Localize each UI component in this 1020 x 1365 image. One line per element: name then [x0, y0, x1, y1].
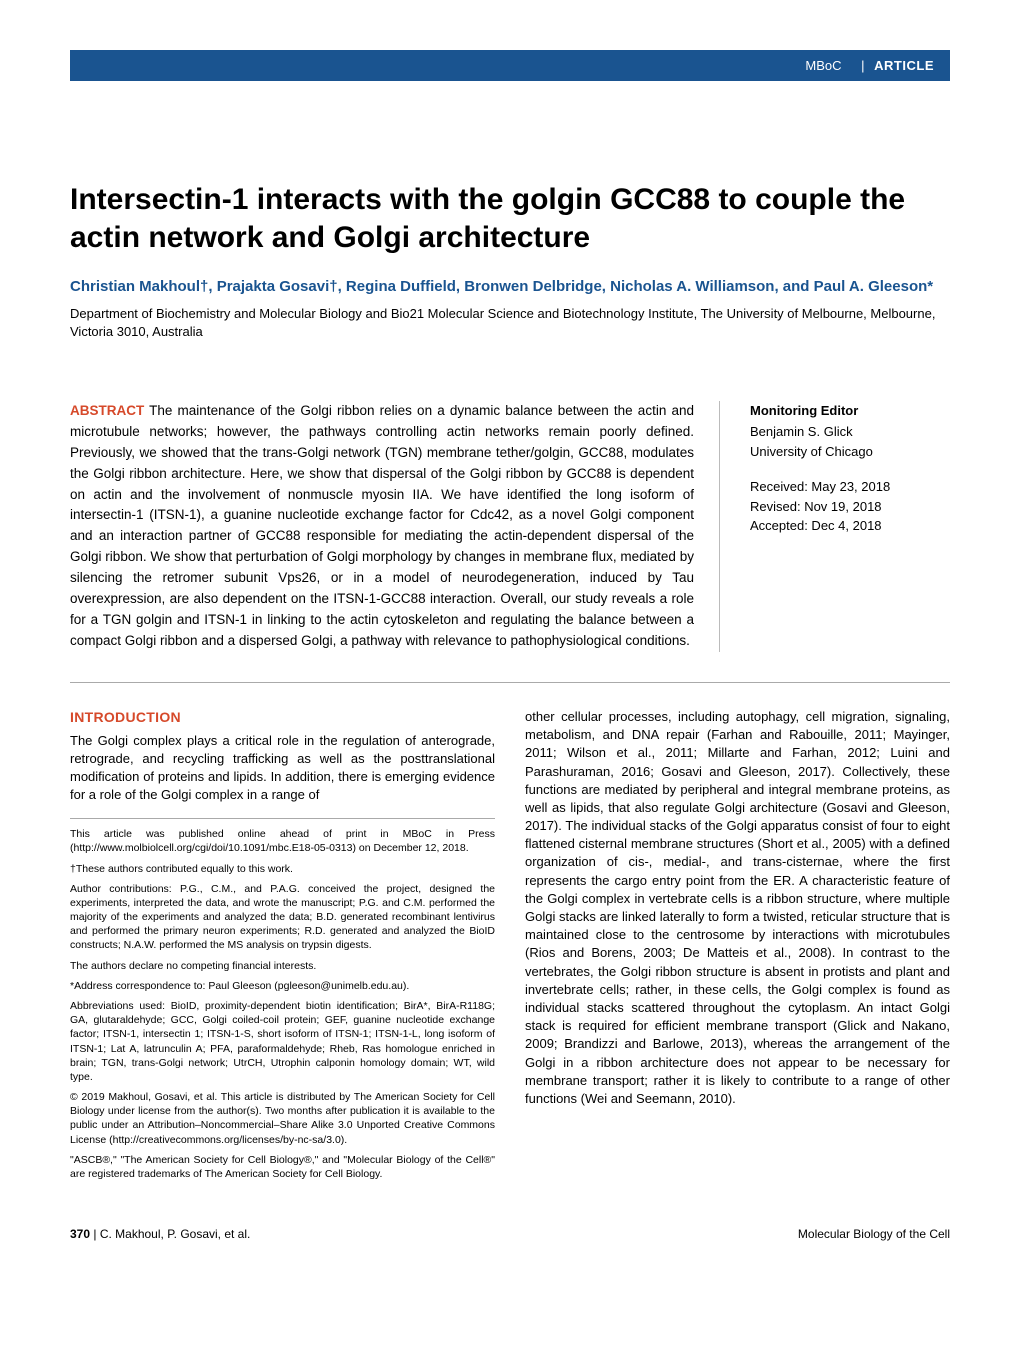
page-number: 370	[70, 1227, 90, 1241]
section-divider	[70, 682, 950, 683]
date-received: Received: May 23, 2018	[750, 477, 950, 497]
footnote-author-contrib: Author contributions: P.G., C.M., and P.…	[70, 882, 495, 953]
date-accepted: Accepted: Dec 4, 2018	[750, 516, 950, 536]
intro-paragraph-right: other cellular processes, including auto…	[525, 708, 950, 1108]
article-title: Intersectin-1 interacts with the golgin …	[70, 181, 950, 256]
editor-affiliation: University of Chicago	[750, 442, 950, 462]
footnote-publication: This article was published online ahead …	[70, 827, 495, 855]
footnote-trademarks: "ASCB®," "The American Society for Cell …	[70, 1153, 495, 1181]
abstract-label: ABSTRACT	[70, 403, 144, 418]
affiliation: Department of Biochemistry and Molecular…	[70, 305, 950, 341]
column-left: INTRODUCTION The Golgi complex plays a c…	[70, 708, 495, 1187]
journal-banner: MBoC | ARTICLE	[70, 50, 950, 81]
footnotes-block: This article was published online ahead …	[70, 818, 495, 1181]
footer-right: Molecular Biology of the Cell	[798, 1227, 950, 1241]
column-right: other cellular processes, including auto…	[525, 708, 950, 1187]
editor-name: Benjamin S. Glick	[750, 422, 950, 442]
date-revised: Revised: Nov 19, 2018	[750, 497, 950, 517]
introduction-heading: INTRODUCTION	[70, 708, 495, 728]
footer-left: 370 | C. Makhoul, P. Gosavi, et al.	[70, 1227, 250, 1241]
footnote-competing-interests: The authors declare no competing financi…	[70, 959, 495, 973]
page-footer: 370 | C. Makhoul, P. Gosavi, et al. Mole…	[70, 1227, 950, 1241]
author-list: Christian Makhoul†, Prajakta Gosavi†, Re…	[70, 276, 950, 299]
banner-pipe: |	[861, 58, 864, 73]
editorial-sidebar: Monitoring Editor Benjamin S. Glick Univ…	[750, 401, 950, 652]
article-type: ARTICLE	[874, 58, 934, 73]
monitoring-editor-label: Monitoring Editor	[750, 401, 950, 421]
footnote-correspondence: *Address correspondence to: Paul Gleeson…	[70, 979, 495, 993]
abstract-section: ABSTRACT The maintenance of the Golgi ri…	[70, 401, 950, 652]
footer-pipe: |	[90, 1227, 100, 1241]
footer-authors: C. Makhoul, P. Gosavi, et al.	[100, 1227, 251, 1241]
footnote-copyright: © 2019 Makhoul, Gosavi, et al. This arti…	[70, 1090, 495, 1147]
journal-abbrev: MBoC	[805, 58, 841, 73]
abstract-body: ABSTRACT The maintenance of the Golgi ri…	[70, 401, 720, 652]
body-columns: INTRODUCTION The Golgi complex plays a c…	[70, 708, 950, 1187]
article-dates: Received: May 23, 2018 Revised: Nov 19, …	[750, 477, 950, 536]
intro-paragraph-left: The Golgi complex plays a critical role …	[70, 732, 495, 805]
footnote-equal-contrib: †These authors contributed equally to th…	[70, 862, 495, 876]
abstract-text: The maintenance of the Golgi ribbon reli…	[70, 403, 694, 648]
footnote-abbreviations: Abbreviations used: BioID, proximity-dep…	[70, 999, 495, 1084]
